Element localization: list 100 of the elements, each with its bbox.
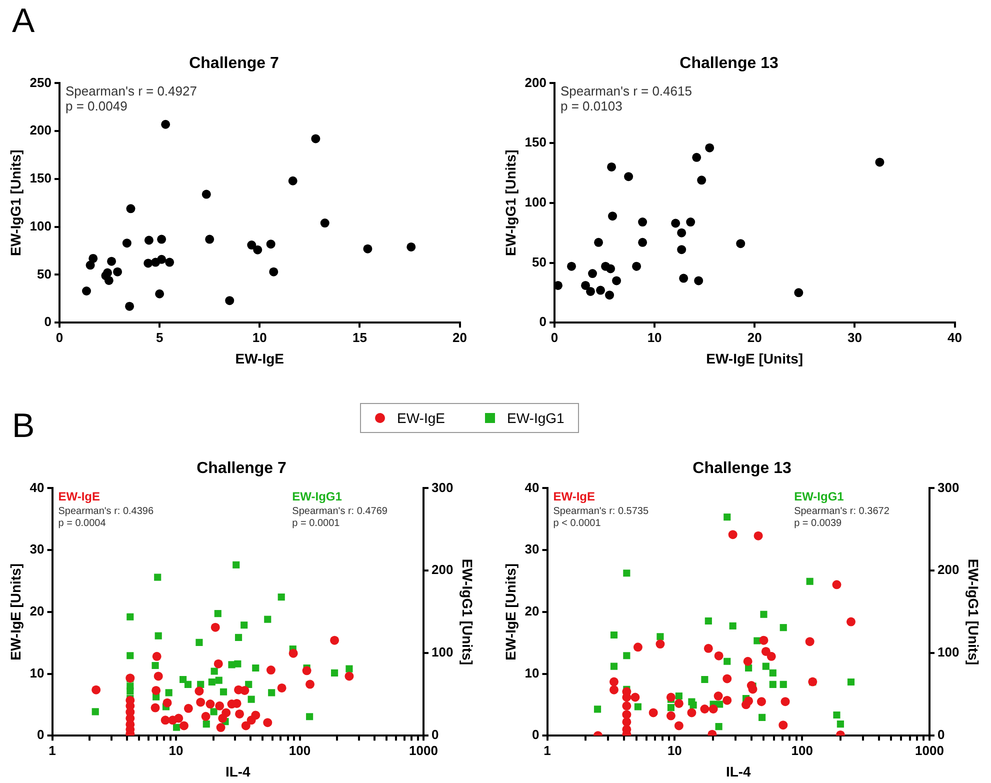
- point: [596, 286, 606, 295]
- annotation: p < 0.0001: [553, 518, 602, 529]
- y2-tick-label: 200: [938, 562, 960, 578]
- point: [632, 262, 642, 271]
- point: [794, 288, 804, 298]
- point: [157, 254, 166, 264]
- x-tick-label: 20: [747, 330, 762, 345]
- point: [697, 176, 706, 185]
- x-tick-label: 100: [791, 742, 813, 758]
- x-tick-label: 0: [56, 330, 64, 345]
- y-tick-label: 10: [30, 665, 44, 680]
- point: [269, 267, 278, 276]
- point: [608, 212, 618, 221]
- point: [104, 276, 114, 285]
- y-axis-title: EW-IgE [Units]: [7, 563, 24, 660]
- point: [157, 234, 166, 244]
- point: [606, 264, 616, 274]
- y-tick-label: 30: [524, 542, 540, 557]
- chart-title: Challenge 13: [680, 55, 778, 72]
- x-axis-title: EW-IgE [Units]: [706, 350, 804, 366]
- point: [155, 289, 164, 298]
- point: [288, 176, 298, 186]
- point: [253, 245, 262, 254]
- point: [686, 218, 696, 227]
- point: [638, 238, 648, 247]
- y-tick-label: 20: [30, 603, 44, 618]
- x-axis-title: EW-IgE: [235, 350, 284, 366]
- point: [694, 276, 704, 286]
- y-tick-label: 0: [44, 314, 52, 330]
- point: [205, 234, 214, 244]
- y-axis-title: EW-IgG1 [Units]: [502, 150, 518, 256]
- x-tick-label: 1: [544, 742, 551, 758]
- point: [125, 302, 134, 311]
- point: [266, 240, 276, 249]
- point: [588, 269, 598, 278]
- point: [638, 218, 648, 227]
- legend-label: EW-IgG1: [506, 410, 564, 426]
- x-tick-label: 0: [550, 330, 558, 345]
- chart-title: Challenge 13: [692, 460, 792, 478]
- x-tick-label: 10: [667, 742, 682, 758]
- point: [225, 296, 234, 306]
- y-tick-label: 40: [30, 480, 44, 495]
- y-tick-label: 100: [524, 194, 546, 210]
- y2-axis-title: EW-IgG1 [Units]: [966, 558, 982, 666]
- y-tick-label: 200: [524, 74, 546, 90]
- point: [82, 286, 92, 296]
- point: [363, 244, 372, 254]
- point: [567, 262, 576, 271]
- point: [605, 290, 614, 300]
- text: EW-IgE: [553, 490, 596, 504]
- point: [144, 258, 153, 268]
- point: [103, 268, 112, 278]
- text: B: [12, 407, 35, 446]
- x-tick-label: 1000: [915, 742, 944, 758]
- point: [320, 218, 330, 228]
- x-axis-title: IL-4: [726, 763, 752, 780]
- y2-tick-label: 300: [432, 480, 454, 495]
- annotation: p = 0.0103: [560, 98, 622, 114]
- y-axis-title: EW-IgE [Units]: [502, 563, 518, 660]
- text: EW-IgG1: [794, 490, 844, 504]
- y-tick-label: 50: [532, 254, 546, 270]
- chart-title: Challenge 7: [189, 55, 279, 72]
- point: [122, 238, 132, 248]
- point: [144, 236, 154, 245]
- y-tick-label: 20: [524, 603, 540, 618]
- point: [165, 258, 174, 267]
- y-tick-label: 200: [30, 122, 52, 138]
- point: [679, 274, 688, 283]
- y2-tick-label: 300: [938, 480, 960, 495]
- y-tick-label: 0: [532, 727, 540, 742]
- point: [677, 228, 686, 238]
- point: [594, 238, 604, 247]
- y-tick-label: 0: [37, 727, 44, 742]
- point: [581, 280, 590, 290]
- annotation: Spearman's r: 0.3672: [794, 506, 890, 517]
- annotation: p = 0.0039: [794, 518, 842, 529]
- y2-tick-label: 200: [432, 562, 454, 578]
- y2-tick-label: 100: [938, 644, 960, 660]
- y2-tick-label: 0: [432, 727, 439, 742]
- y2-tick-label: 100: [432, 644, 454, 660]
- text: EW-IgE: [58, 490, 100, 504]
- legend-label: EW-IgE: [397, 410, 445, 426]
- annotation: Spearman's r: 0.5735: [553, 506, 649, 517]
- y-tick-label: 150: [30, 170, 52, 186]
- x-tick-label: 10: [647, 330, 662, 345]
- text: EW-IgG1: [292, 490, 342, 504]
- x-tick-label: 100: [288, 742, 311, 758]
- point: [875, 158, 884, 167]
- annotation: p = 0.0001: [292, 518, 340, 529]
- point: [406, 242, 416, 252]
- y-tick-label: 10: [524, 665, 540, 680]
- point: [624, 172, 634, 182]
- point: [247, 240, 256, 250]
- point: [612, 276, 622, 286]
- y-tick-label: 250: [30, 74, 52, 90]
- y-tick-label: 100: [30, 218, 52, 234]
- x-tick-label: 5: [156, 330, 164, 345]
- y-tick-label: 30: [30, 542, 44, 557]
- annotation: p = 0.0004: [58, 518, 106, 529]
- point: [736, 239, 746, 248]
